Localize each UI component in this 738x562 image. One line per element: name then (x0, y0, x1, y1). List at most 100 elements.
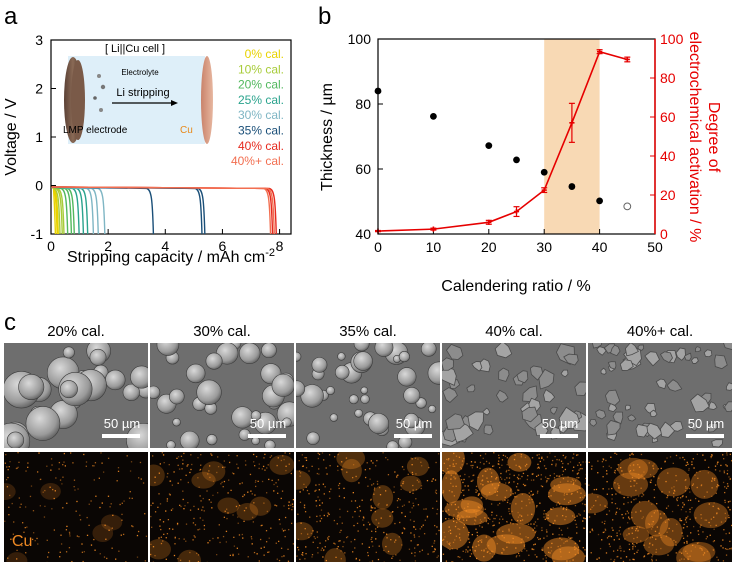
sem-particle (353, 343, 370, 352)
eds-cu-dot (465, 510, 467, 512)
sem-column-label: 20% cal. (47, 323, 105, 340)
eds-cu-dot (557, 501, 559, 504)
eds-cu-dot (535, 506, 538, 508)
eds-cu-dot (251, 493, 253, 495)
eds-cu-dot (303, 483, 305, 486)
eds-cu-dot (250, 490, 252, 492)
eds-cu-dot (673, 539, 675, 542)
eds-cu-dot (537, 474, 540, 476)
eds-cu-dot (258, 467, 260, 470)
eds-cu-dot (524, 456, 527, 459)
eds-cu-dot (568, 551, 571, 553)
eds-cu-dot (643, 478, 645, 480)
eds-cu-dot (263, 546, 265, 548)
eds-cu-dot (111, 547, 113, 549)
eds-cu-dot (512, 523, 514, 525)
eds-cu-dot (461, 515, 463, 517)
eds-cu-dot (304, 558, 306, 560)
eds-cu-dot (562, 508, 564, 510)
eds-cu-dot (637, 530, 639, 532)
sem-particle (264, 439, 276, 448)
eds-cu-dot (650, 479, 652, 481)
eds-cu-signal (236, 503, 259, 521)
eds-cu-dot (436, 500, 438, 502)
eds-cu-dot (679, 497, 682, 499)
eds-cu-dot (372, 483, 375, 485)
eds-cu-dot (266, 510, 269, 513)
eds-cu-dot (239, 483, 241, 485)
eds-cu-dot (308, 470, 310, 472)
eds-cu-dot (610, 535, 613, 538)
eds-cu-dot (655, 559, 657, 561)
eds-cu-dot (350, 500, 353, 502)
eds-cu-dot (547, 551, 550, 554)
eds-cu-dot (370, 507, 373, 509)
sem-image (4, 343, 148, 448)
eds-cu-dot (727, 548, 729, 551)
eds-cu-dot (547, 547, 549, 549)
eds-cu-dot (314, 490, 316, 492)
eds-cu-dot (6, 466, 8, 468)
eds-cu-dot (380, 517, 382, 519)
sem-particle (398, 351, 410, 363)
eds-cu-dot (726, 473, 729, 475)
electrolyte-box (68, 56, 205, 144)
eds-cu-dot (506, 457, 508, 459)
panel-a-ytick-label: 1 (35, 129, 43, 145)
eds-cu-dot (322, 483, 325, 485)
eds-cu-dot (631, 543, 634, 545)
eds-cu-dot (183, 508, 185, 510)
eds-cu-dot (482, 457, 484, 459)
eds-cu-dot (602, 458, 604, 460)
eds-cu-dot (685, 496, 687, 498)
eds-cu-dot (376, 459, 378, 462)
sem-particle (105, 369, 126, 391)
eds-cu-dot (526, 550, 528, 552)
eds-cu-dot (154, 511, 157, 513)
eds-cu-dot (523, 546, 526, 548)
eds-cu-dot (691, 463, 693, 466)
eds-cu-dot (479, 522, 481, 524)
eds-cu-dot (605, 552, 608, 554)
eds-cu-dot (276, 485, 279, 488)
eds-cu-dot (510, 490, 512, 492)
eds-cu-dot (301, 465, 304, 468)
eds-cu-dot (373, 493, 375, 495)
eds-cu-dot (396, 475, 398, 477)
eds-cu-dot (617, 483, 619, 485)
eds-cu-dot (9, 494, 11, 497)
eds-cu-dot (521, 493, 523, 495)
eds-cu-dot (494, 491, 497, 493)
sem-particle (607, 361, 617, 370)
eds-cu-dot (196, 552, 198, 555)
eds-cu-dot (667, 505, 670, 507)
eds-cu-dot (24, 506, 27, 508)
eds-cu-dot (477, 494, 480, 496)
eds-cu-dot (487, 522, 489, 525)
eds-cu-dot (400, 485, 402, 487)
eds-cu-dot (101, 502, 103, 504)
panel-b-y2tick-label: 100 (660, 31, 684, 47)
eds-cu-dot (128, 497, 131, 499)
eds-cu-dot (546, 477, 549, 480)
eds-cu-dot (61, 483, 63, 485)
eds-cu-dot (692, 525, 695, 528)
li-ion-dot (100, 84, 106, 90)
eds-cu-dot (60, 543, 63, 545)
eds-cu-dot (682, 537, 685, 540)
eds-cu-dot (375, 538, 377, 540)
eds-cu-dot (257, 480, 259, 483)
eds-cu-dot (36, 471, 39, 473)
eds-cu-dot (712, 549, 715, 551)
eds-cu-dot (297, 549, 300, 551)
eds-cu-dot (484, 453, 487, 455)
eds-cu-dot (651, 556, 653, 558)
eds-cu-dot (545, 467, 547, 470)
eds-cu-dot (11, 502, 13, 505)
eds-cu-dot (486, 519, 488, 522)
eds-cu-dot (578, 462, 581, 464)
eds-cu-dot (449, 529, 452, 531)
eds-cu-dot (508, 481, 510, 483)
eds-cu-dot (271, 479, 273, 482)
eds-cu-dot (480, 483, 482, 485)
